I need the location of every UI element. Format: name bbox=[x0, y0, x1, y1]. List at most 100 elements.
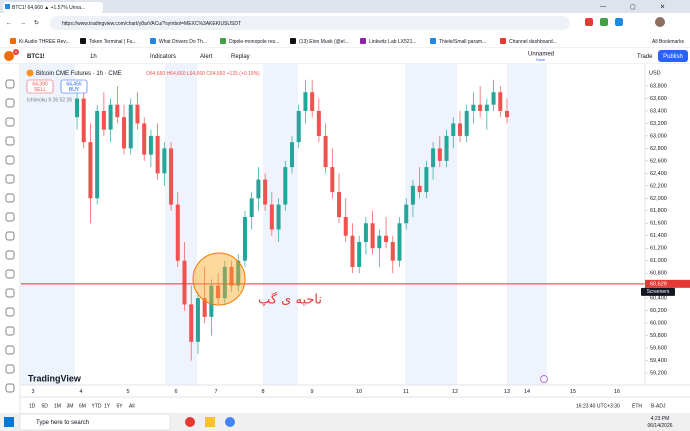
tool-icon[interactable] bbox=[5, 193, 15, 203]
buy-button[interactable] bbox=[60, 79, 88, 94]
session[interactable]: ETH bbox=[632, 403, 642, 409]
bookmark[interactable]: Channel dashboard... bbox=[509, 39, 557, 45]
range-button[interactable]: 5D bbox=[42, 403, 49, 409]
tool-icon[interactable] bbox=[5, 364, 15, 374]
range-button[interactable]: 1D bbox=[29, 403, 36, 409]
tool-icon[interactable] bbox=[5, 98, 15, 108]
avatar[interactable] bbox=[4, 51, 14, 61]
app-icon[interactable] bbox=[185, 417, 195, 427]
gap-annotation[interactable]: ناحیه ی گپ bbox=[258, 292, 322, 308]
price-tick-label: 63,800 bbox=[650, 83, 667, 89]
nav-reload[interactable]: ↻ bbox=[34, 20, 39, 27]
candle-body bbox=[337, 192, 342, 218]
time-ticks: 3 4 5 6 7 8 9 10 11 12 13 14 15 16 bbox=[31, 389, 620, 395]
app-icon[interactable] bbox=[205, 417, 215, 427]
range-button[interactable]: 1Y bbox=[104, 403, 111, 409]
price-ticks: 63,800 63,600 63,400 63,200 63,000 62,800 62,6… bbox=[641, 83, 690, 376]
start-button[interactable] bbox=[4, 417, 14, 427]
replay[interactable]: Replay bbox=[231, 54, 250, 60]
tab[interactable] bbox=[3, 2, 103, 13]
tool-icon[interactable] bbox=[5, 345, 15, 355]
range-button[interactable]: 6M bbox=[79, 403, 86, 409]
candle-body bbox=[370, 223, 375, 249]
tool-icon[interactable] bbox=[5, 250, 15, 260]
range-button[interactable]: 3M bbox=[67, 403, 74, 409]
price-tick-label: 62,000 bbox=[650, 196, 667, 202]
address-bar[interactable] bbox=[50, 16, 570, 30]
window-controls[interactable]: ✕ bbox=[660, 5, 665, 11]
price-tick-label: 60,800 bbox=[650, 271, 667, 277]
tool-icon[interactable] bbox=[5, 307, 15, 317]
price-tick-label: 61,600 bbox=[650, 221, 667, 227]
tab-strip bbox=[0, 0, 690, 13]
time-tick-label: 11 bbox=[403, 389, 409, 395]
all-bookmarks[interactable]: All Bookmarks bbox=[652, 39, 684, 45]
tool-icon[interactable] bbox=[5, 136, 15, 146]
range-button[interactable]: 1M bbox=[54, 403, 61, 409]
extension-icon[interactable] bbox=[600, 18, 608, 26]
window-controls[interactable]: — bbox=[600, 5, 606, 11]
bookmark[interactable]: Dipole-monopole res... bbox=[229, 39, 279, 45]
price-tick-label: 61,000 bbox=[650, 258, 667, 264]
time-tick-label: 16 bbox=[614, 389, 620, 395]
tool-icon[interactable] bbox=[5, 383, 15, 393]
nav-forward[interactable]: → bbox=[20, 21, 26, 27]
bookmark[interactable]: Ki Audio THREE Rev... bbox=[19, 39, 70, 45]
range-button[interactable]: 5Y bbox=[117, 403, 124, 409]
sell-button[interactable] bbox=[26, 79, 54, 94]
window-controls[interactable]: ▢ bbox=[630, 5, 636, 11]
tool-icon[interactable] bbox=[5, 288, 15, 298]
screeners-tag[interactable] bbox=[641, 287, 675, 296]
legend-ohlc: O64,660 H64,660 L64,660 C64,660 +125 (+0… bbox=[146, 71, 260, 77]
candle-body bbox=[444, 135, 449, 161]
extension-icon[interactable] bbox=[585, 18, 593, 26]
publish-button[interactable] bbox=[658, 50, 688, 62]
interval[interactable]: 1h bbox=[90, 54, 97, 60]
price-tick-label: 61,800 bbox=[650, 208, 667, 214]
app-icon[interactable] bbox=[225, 417, 235, 427]
time-tick-label: 8 bbox=[261, 389, 264, 395]
candle-body bbox=[189, 304, 194, 342]
tool-icon[interactable] bbox=[5, 212, 15, 222]
candle-body bbox=[478, 104, 483, 111]
range-button[interactable]: YTD bbox=[92, 403, 102, 409]
symbol[interactable]: BTC1! bbox=[27, 54, 45, 60]
layout-save: Save bbox=[536, 57, 546, 62]
candle-body bbox=[236, 260, 241, 286]
candle-body bbox=[491, 92, 496, 105]
indicators[interactable]: Indicators bbox=[150, 54, 176, 60]
profile-avatar[interactable] bbox=[655, 17, 665, 27]
bookmark[interactable]: Linkwitz Lab LX521... bbox=[369, 39, 417, 45]
tool-icon[interactable] bbox=[5, 326, 15, 336]
tool-icon[interactable] bbox=[5, 79, 15, 89]
bookmark[interactable]: What Drivers Do Th... bbox=[159, 39, 207, 45]
bookmark[interactable]: Thiele/Small param... bbox=[439, 39, 486, 45]
nav-back[interactable]: ← bbox=[6, 21, 12, 27]
extension-icon[interactable] bbox=[615, 18, 623, 26]
layout-name[interactable]: Unnamed bbox=[528, 52, 554, 58]
search-box[interactable] bbox=[19, 413, 171, 431]
tool-icon[interactable] bbox=[5, 231, 15, 241]
candle-body bbox=[437, 148, 442, 161]
trade[interactable]: Trade bbox=[637, 54, 653, 60]
level-label: 60,629 bbox=[650, 281, 667, 287]
bookmark[interactable]: Token Terminal | Fu... bbox=[89, 39, 137, 45]
tool-icon[interactable] bbox=[5, 117, 15, 127]
tool-icon[interactable] bbox=[5, 155, 15, 165]
gap-circle[interactable] bbox=[192, 252, 246, 306]
adjustment[interactable]: B-ADJ bbox=[651, 403, 666, 409]
candle-body bbox=[155, 135, 160, 174]
candle-body bbox=[498, 92, 503, 111]
candle-body bbox=[148, 135, 153, 155]
indicator-legend: Ichimoku 9 26 52 26 bbox=[27, 97, 72, 103]
tool-icon[interactable] bbox=[5, 269, 15, 279]
candle-body bbox=[202, 298, 207, 317]
range-button[interactable]: All bbox=[129, 403, 135, 409]
bookmark[interactable]: (13) Elon Musk (@el... bbox=[299, 39, 349, 45]
tool-icon[interactable] bbox=[5, 174, 15, 184]
candle-body bbox=[74, 98, 80, 118]
candle-body bbox=[175, 204, 180, 261]
candle-body bbox=[289, 142, 295, 168]
event-marker[interactable] bbox=[540, 375, 548, 383]
alert[interactable]: Alert bbox=[200, 54, 213, 60]
